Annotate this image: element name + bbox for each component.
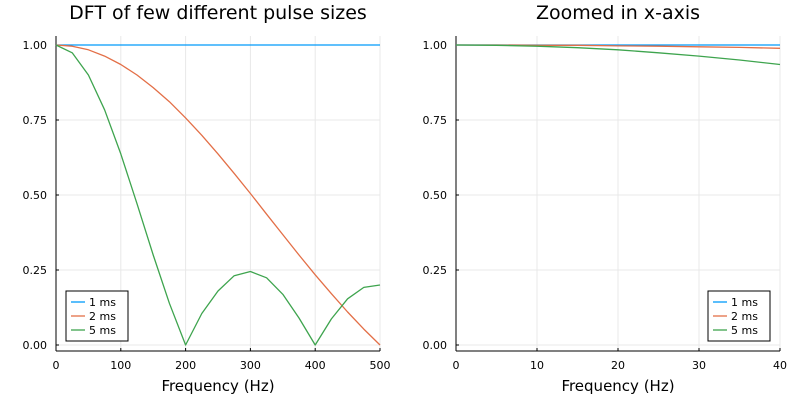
- left-x-tick-label-4: 400: [305, 359, 326, 372]
- right-y-tick-label-2: 0.50: [423, 189, 448, 202]
- left-x-tick-label-0: 0: [53, 359, 60, 372]
- left-chart-title: DFT of few different pulse sizes: [69, 2, 367, 24]
- right-y-tick-label-1: 0.25: [423, 264, 448, 277]
- left-y-tick-label-2: 0.50: [23, 189, 48, 202]
- right-chart-title: Zoomed in x-axis: [536, 2, 700, 24]
- left-x-tick-label-1: 100: [110, 359, 131, 372]
- left-x-tick-label-5: 500: [370, 359, 391, 372]
- left-chart-legend: 1 ms2 ms5 ms: [65, 290, 129, 342]
- right-legend-label-2: 5 ms: [731, 324, 758, 337]
- right-chart-panel: Zoomed in x-axis 0 10 20 30 40 0.00 0.25 0.50 0.…: [423, 2, 788, 395]
- right-y-tick-label-3: 0.75: [423, 114, 448, 127]
- right-x-tick-label-3: 30: [692, 359, 706, 372]
- right-legend-label-0: 1 ms: [731, 296, 758, 309]
- left-legend-label-1: 2 ms: [89, 310, 116, 323]
- right-x-tick-label-0: 0: [453, 359, 460, 372]
- left-x-tick-label-3: 300: [240, 359, 261, 372]
- right-chart-x-axis-label: Frequency (Hz): [561, 377, 674, 395]
- right-legend-label-1: 2 ms: [731, 310, 758, 323]
- left-y-tick-label-0: 0.00: [23, 339, 48, 352]
- right-y-tick-label-4: 1.00: [423, 39, 448, 52]
- left-y-tick-label-3: 0.75: [23, 114, 48, 127]
- right-x-tick-label-4: 40: [773, 359, 787, 372]
- right-series-line-5-ms: [455, 44, 781, 66]
- left-chart-panel: DFT of few different pulse sizes 0 100 200…: [23, 2, 391, 395]
- right-x-tick-label-1: 10: [530, 359, 544, 372]
- left-x-tick-label-2: 200: [175, 359, 196, 372]
- left-chart-x-axis-label: Frequency (Hz): [161, 377, 274, 395]
- left-legend-label-2: 5 ms: [89, 324, 116, 337]
- left-series-line-5-ms: [55, 44, 381, 346]
- left-y-tick-label-4: 1.00: [23, 39, 48, 52]
- left-y-tick-label-1: 0.25: [23, 264, 48, 277]
- right-y-tick-label-0: 0.00: [423, 339, 448, 352]
- left-legend-label-0: 1 ms: [89, 296, 116, 309]
- left-series-line-2-ms: [55, 44, 381, 346]
- right-x-tick-label-2: 20: [611, 359, 625, 372]
- right-chart-legend: 1 ms2 ms5 ms: [707, 290, 771, 342]
